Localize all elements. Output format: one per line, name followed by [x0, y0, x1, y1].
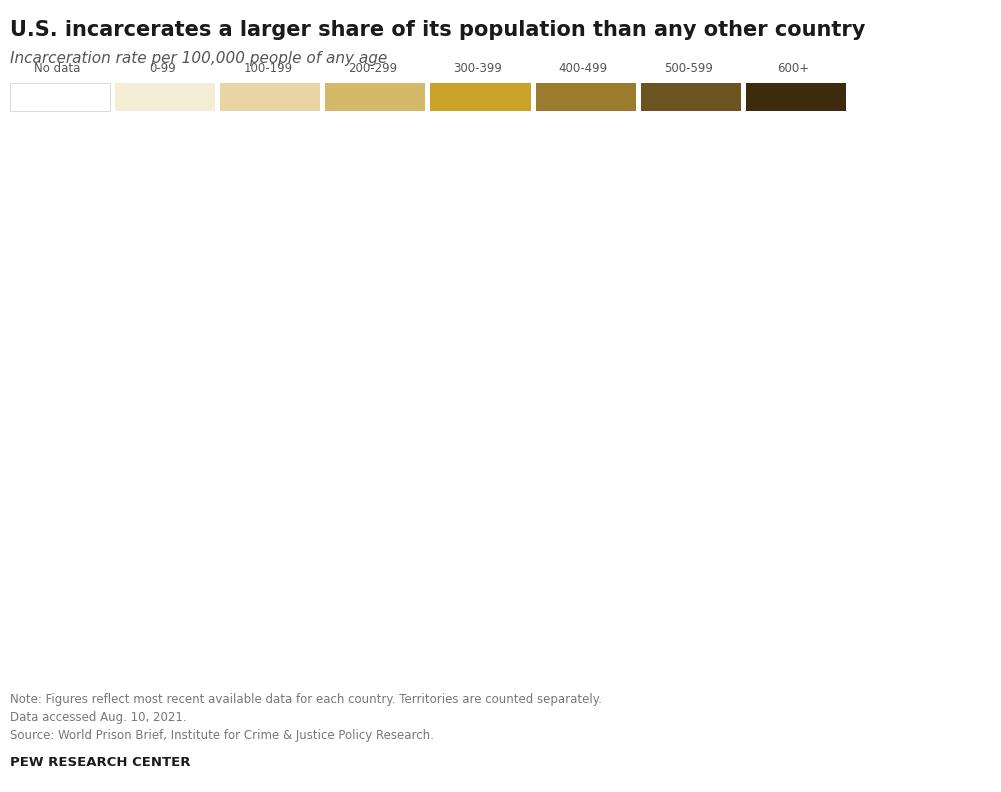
Text: PEW RESEARCH CENTER: PEW RESEARCH CENTER [10, 756, 190, 769]
Text: 400-499: 400-499 [559, 63, 608, 75]
Text: 500-599: 500-599 [664, 63, 713, 75]
Text: 300-399: 300-399 [453, 63, 503, 75]
Text: Incarceration rate per 100,000 people of any age: Incarceration rate per 100,000 people of… [10, 51, 387, 67]
Text: No data: No data [34, 63, 81, 75]
Text: 200-299: 200-299 [348, 63, 397, 75]
Text: 100-199: 100-199 [243, 63, 292, 75]
Text: Note: Figures reflect most recent available data for each country. Territories a: Note: Figures reflect most recent availa… [10, 693, 602, 742]
Text: U.S. incarcerates a larger share of its population than any other country: U.S. incarcerates a larger share of its … [10, 20, 866, 40]
Text: 0-99: 0-99 [149, 63, 176, 75]
Text: 600+: 600+ [777, 63, 810, 75]
